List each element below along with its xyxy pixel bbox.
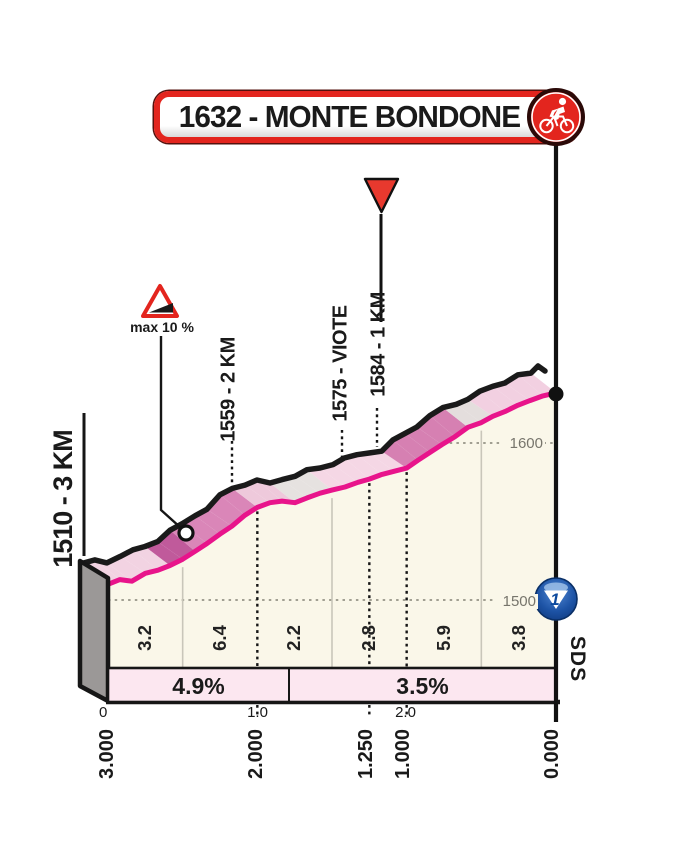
gradient-value-1: 3.2 xyxy=(134,625,155,651)
gradient-band-segment xyxy=(492,383,530,406)
gradient-band-segment xyxy=(517,373,556,396)
finish-dot xyxy=(548,386,564,402)
gradient-band-segment xyxy=(467,391,505,417)
max-gradient-point xyxy=(177,524,195,542)
start-block xyxy=(77,558,111,704)
gradient-band-segment xyxy=(320,464,358,487)
max-gradient-label: max 10 % xyxy=(130,319,194,335)
gradient-band-segment xyxy=(282,476,321,498)
axis-tick-2: 2.0 xyxy=(395,704,416,721)
summit-banner-title: 1632 - MONTE BONDONE xyxy=(179,99,521,134)
distance-label-2000: 2.000 xyxy=(245,728,267,780)
gradient-band-segment xyxy=(381,439,418,469)
down-triangle-icon xyxy=(544,590,568,609)
gradient-band-segment xyxy=(456,399,493,423)
gradient-band-segment xyxy=(369,451,407,472)
red-kite-icon xyxy=(363,177,400,214)
gradient-band-segment xyxy=(120,549,158,574)
section-average-2: 3.5% xyxy=(396,672,449,699)
start-elevation-label: 1510 - 3 KM xyxy=(48,430,78,568)
road-line xyxy=(80,363,548,566)
red-kite-marker xyxy=(363,177,400,322)
gradient-band-segment xyxy=(157,530,196,560)
gradient-band-segment xyxy=(94,559,132,582)
gridline-label-1600: 1600 xyxy=(503,436,545,451)
gradient-band-segment xyxy=(442,404,482,428)
gradient-band-segment xyxy=(429,407,468,437)
distance-label-1000: 1.000 xyxy=(392,728,414,780)
profile-generated-layers xyxy=(80,363,560,718)
steep-gradient-warning-icon xyxy=(141,284,179,318)
gradient-value-5: 5.9 xyxy=(433,625,454,651)
last-km-disc: 1 xyxy=(534,577,578,621)
gradient-band-segment xyxy=(504,374,543,401)
landmark-label-1km: 1584 - 1 KM xyxy=(367,292,390,397)
gradient-band-segment xyxy=(479,386,518,412)
landmark-label-viote: 1575 - VIOTE xyxy=(329,305,352,422)
gradient-band-segment xyxy=(133,546,170,571)
distance-label-0000: 0.000 xyxy=(541,728,563,780)
gradient-band-segment xyxy=(392,433,430,461)
gridline-label-1500: 1500 xyxy=(496,594,538,609)
gradient-band-segment xyxy=(270,479,308,503)
gradient-band-segment xyxy=(344,454,382,480)
distance-label-3000: 3.000 xyxy=(96,728,118,780)
sds-label: SDS xyxy=(566,635,589,683)
gradient-band-segment xyxy=(182,515,220,544)
gradient-band-segment xyxy=(145,541,183,566)
gradient-band-segment xyxy=(405,427,442,453)
averages-band xyxy=(106,666,558,704)
max-gradient-marker xyxy=(141,284,195,542)
gradient-band-segment xyxy=(195,509,232,535)
gradient-band-segment xyxy=(257,480,295,503)
gradient-band-segment xyxy=(245,480,282,503)
gradient-band-segment xyxy=(333,458,370,483)
gradient-band-segment xyxy=(416,415,455,445)
gradient-value-4: 2.8 xyxy=(358,625,379,651)
gradient-band-segment xyxy=(357,453,394,475)
gradient-value-6: 3.8 xyxy=(508,625,529,651)
gradient-band-segment xyxy=(219,488,258,516)
section-average-1: 4.9% xyxy=(172,672,225,699)
gradient-band-segment xyxy=(232,485,270,508)
climber-icon xyxy=(527,88,585,146)
gradient-value-3: 2.2 xyxy=(283,625,304,651)
axis-tick-1: 1.0 xyxy=(247,704,268,721)
gradient-band-segment xyxy=(295,469,332,494)
last-km-number: 1 xyxy=(550,590,559,609)
gradient-value-2: 6.4 xyxy=(209,625,230,651)
gradient-band-segment xyxy=(106,556,146,582)
gradient-band-segment xyxy=(307,468,345,491)
summit-banner: 1632 - MONTE BONDONE xyxy=(154,91,578,143)
landmark-label-2km: 1559 - 2 KM xyxy=(217,337,240,442)
distance-label-1250: 1.250 xyxy=(355,728,377,780)
profile-line xyxy=(105,390,559,587)
axis-tick-0: 0 xyxy=(99,704,108,721)
